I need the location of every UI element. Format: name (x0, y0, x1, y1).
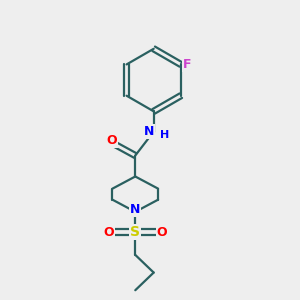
Text: O: O (157, 226, 167, 238)
Text: O: O (106, 134, 117, 147)
Text: H: H (160, 130, 169, 140)
Text: N: N (144, 125, 154, 138)
Text: S: S (130, 225, 140, 239)
Text: N: N (130, 203, 140, 217)
Text: O: O (103, 226, 114, 238)
Text: F: F (183, 58, 192, 71)
